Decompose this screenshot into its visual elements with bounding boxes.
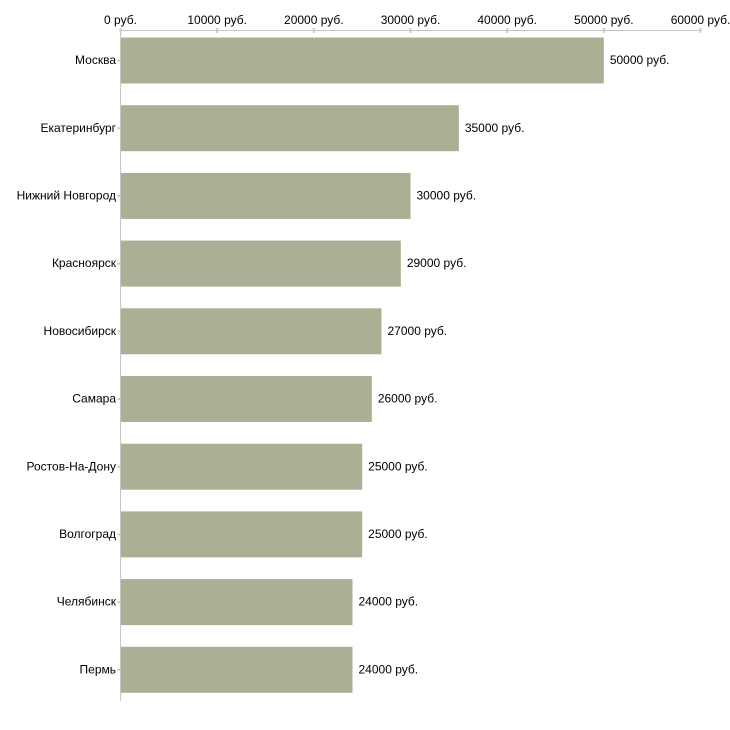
svg-text:Москва: Москва [75, 53, 116, 67]
svg-text:30000 руб.: 30000 руб. [417, 189, 477, 203]
svg-text:Новосибирск: Новосибирск [44, 324, 117, 338]
svg-text:25000 руб.: 25000 руб. [368, 527, 428, 541]
svg-text:60000 руб.: 60000 руб. [671, 13, 730, 27]
svg-text:35000 руб.: 35000 руб. [465, 121, 525, 135]
svg-text:0 руб.: 0 руб. [104, 13, 137, 27]
svg-text:24000 руб.: 24000 руб. [359, 662, 419, 676]
svg-text:50000 руб.: 50000 руб. [574, 13, 634, 27]
svg-text:Пермь: Пермь [80, 662, 116, 676]
svg-text:25000 руб.: 25000 руб. [368, 459, 428, 473]
svg-text:Нижний Новгород: Нижний Новгород [17, 189, 116, 203]
svg-text:20000 руб.: 20000 руб. [284, 13, 344, 27]
svg-text:Ростов-На-Дону: Ростов-На-Дону [27, 459, 116, 473]
svg-text:Екатеринбург: Екатеринбург [41, 121, 117, 135]
svg-text:24000 руб.: 24000 руб. [359, 595, 419, 609]
svg-text:40000 руб.: 40000 руб. [477, 13, 537, 27]
svg-text:Челябинск: Челябинск [57, 595, 117, 609]
svg-text:10000 руб.: 10000 руб. [187, 13, 247, 27]
svg-text:Самара: Самара [72, 392, 116, 406]
svg-text:29000 руб.: 29000 руб. [407, 256, 467, 270]
svg-text:26000 руб.: 26000 руб. [378, 392, 438, 406]
svg-text:Волгоград: Волгоград [59, 527, 116, 541]
svg-text:27000 руб.: 27000 руб. [388, 324, 448, 338]
svg-text:Красноярск: Красноярск [52, 256, 117, 270]
svg-text:50000 руб.: 50000 руб. [610, 53, 670, 67]
svg-text:30000 руб.: 30000 руб. [381, 13, 441, 27]
